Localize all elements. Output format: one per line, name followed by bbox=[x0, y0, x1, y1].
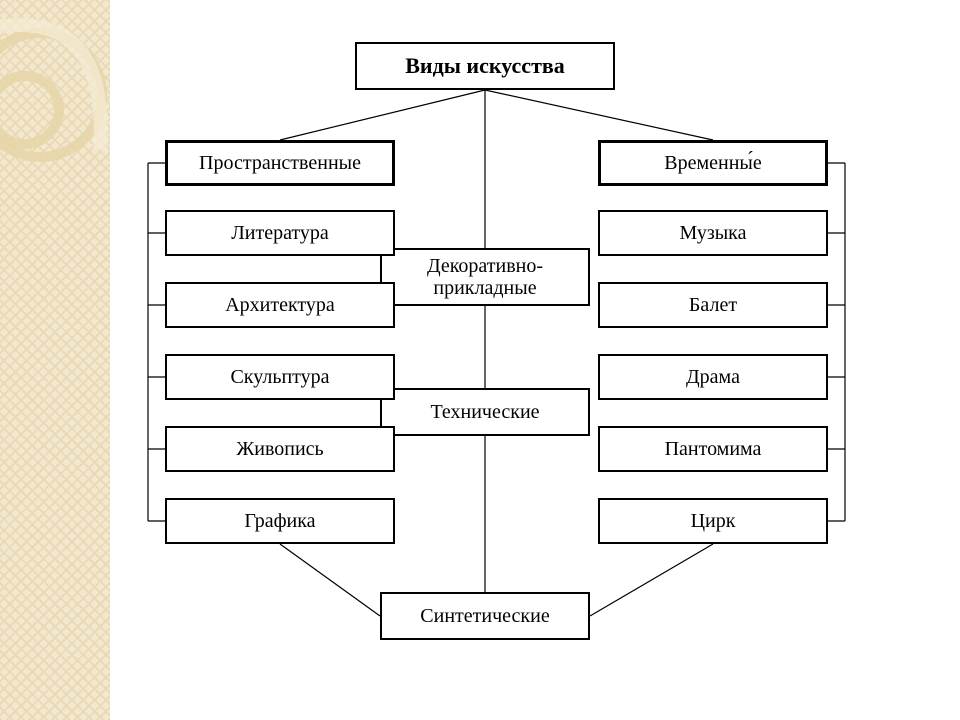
item-label: Живопись bbox=[236, 438, 323, 460]
item-label: Музыка bbox=[680, 222, 747, 244]
item-ballet: Балет bbox=[598, 282, 828, 328]
item-sculpture: Скульптура bbox=[165, 354, 395, 400]
diagram-stage: Виды искусства Пространственные Временны… bbox=[0, 0, 960, 720]
category-label: Синтетические bbox=[420, 605, 549, 627]
item-pantomime: Пантомима bbox=[598, 426, 828, 472]
item-label: Литература bbox=[231, 222, 329, 244]
category-label: Технические bbox=[430, 401, 539, 423]
item-label: Балет bbox=[689, 294, 737, 316]
item-label: Графика bbox=[244, 510, 315, 532]
category-spatial: Пространственные bbox=[165, 140, 395, 186]
item-painting: Живопись bbox=[165, 426, 395, 472]
item-circus: Цирк bbox=[598, 498, 828, 544]
decorative-sidebar bbox=[0, 0, 110, 720]
item-literature: Литература bbox=[165, 210, 395, 256]
category-label: Пространственные bbox=[199, 152, 361, 174]
item-drama: Драма bbox=[598, 354, 828, 400]
item-label: Пантомима bbox=[665, 438, 762, 460]
category-technical: Технические bbox=[380, 388, 590, 436]
root-node: Виды искусства bbox=[355, 42, 615, 90]
root-label: Виды искусства bbox=[405, 54, 565, 78]
category-label: Временны́е bbox=[664, 152, 761, 174]
decorative-swirl-icon bbox=[0, 10, 110, 180]
category-synthetic: Синтетические bbox=[380, 592, 590, 640]
category-label: Декоративно-прикладные bbox=[427, 255, 543, 299]
category-temporal: Временны́е bbox=[598, 140, 828, 186]
item-label: Драма bbox=[686, 366, 740, 388]
item-music: Музыка bbox=[598, 210, 828, 256]
item-graphics: Графика bbox=[165, 498, 395, 544]
item-architecture: Архитектура bbox=[165, 282, 395, 328]
category-decorative: Декоративно-прикладные bbox=[380, 248, 590, 306]
item-label: Архитектура bbox=[225, 294, 335, 316]
item-label: Скульптура bbox=[230, 366, 329, 388]
item-label: Цирк bbox=[691, 510, 736, 532]
